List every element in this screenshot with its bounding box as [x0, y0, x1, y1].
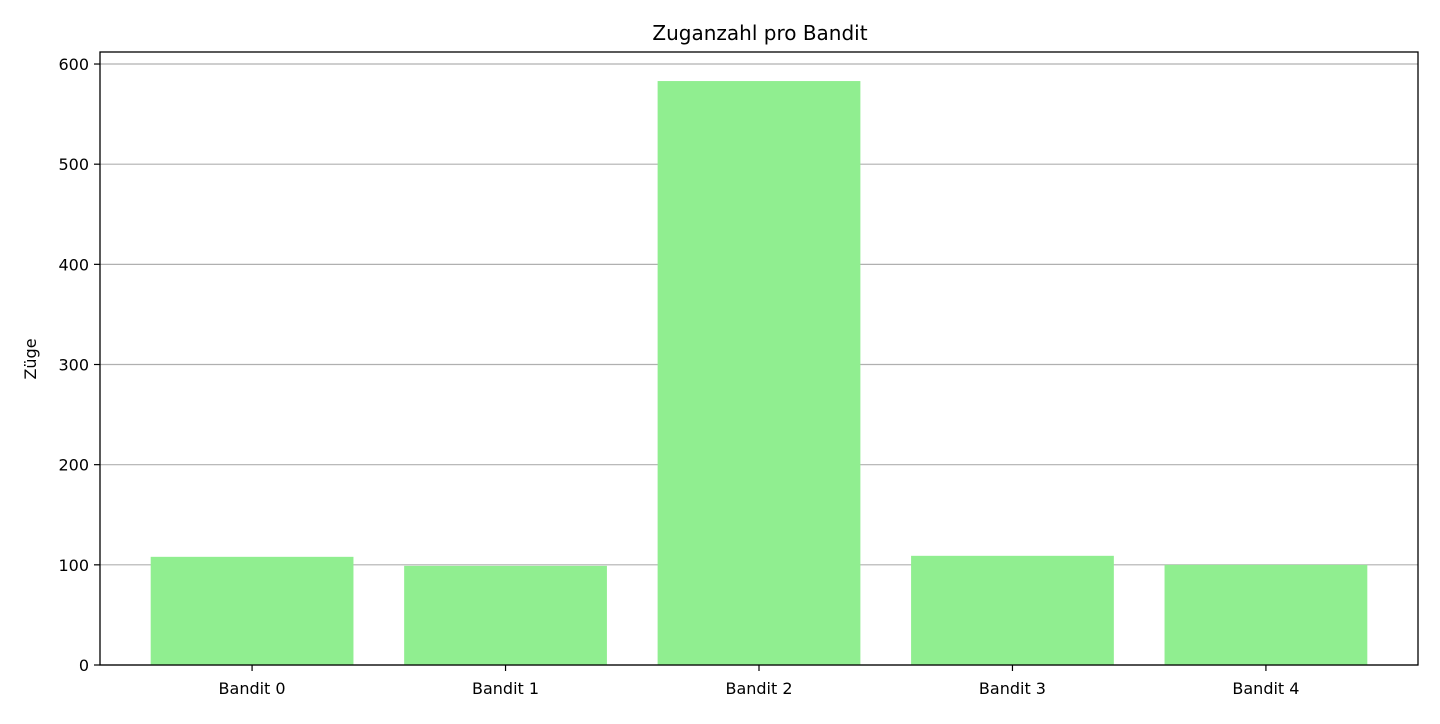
y-axis-label: Züge	[21, 338, 40, 379]
y-tick-label: 0	[79, 656, 89, 675]
y-tick-label: 300	[58, 356, 89, 375]
x-tick-label: Bandit 1	[472, 679, 539, 698]
y-tick-label: 600	[58, 55, 89, 74]
chart-title: Zuganzahl pro Bandit	[652, 21, 867, 45]
plot-frame	[99, 51, 1419, 666]
x-tick-label: Bandit 3	[979, 679, 1046, 698]
y-tick-label: 200	[58, 456, 89, 475]
bar-2	[657, 81, 861, 666]
y-tick-label: 100	[58, 556, 89, 575]
y-tick-label: 400	[58, 255, 89, 274]
bar-0	[150, 556, 354, 665]
bar-1	[404, 565, 607, 665]
x-tick-label: Bandit 2	[725, 679, 792, 698]
bar-4	[1164, 564, 1368, 665]
y-tick-label: 500	[58, 155, 89, 174]
bars	[150, 81, 1368, 666]
tick-labels: 0 100 200 300 400 500 600 Bandit 0 Bandit 1 Bandi…	[58, 55, 1299, 698]
bar-3	[911, 555, 1114, 665]
x-tick-label: Bandit 4	[1232, 679, 1299, 698]
axes	[94, 51, 1419, 671]
x-tick-label: Bandit 0	[219, 679, 286, 698]
